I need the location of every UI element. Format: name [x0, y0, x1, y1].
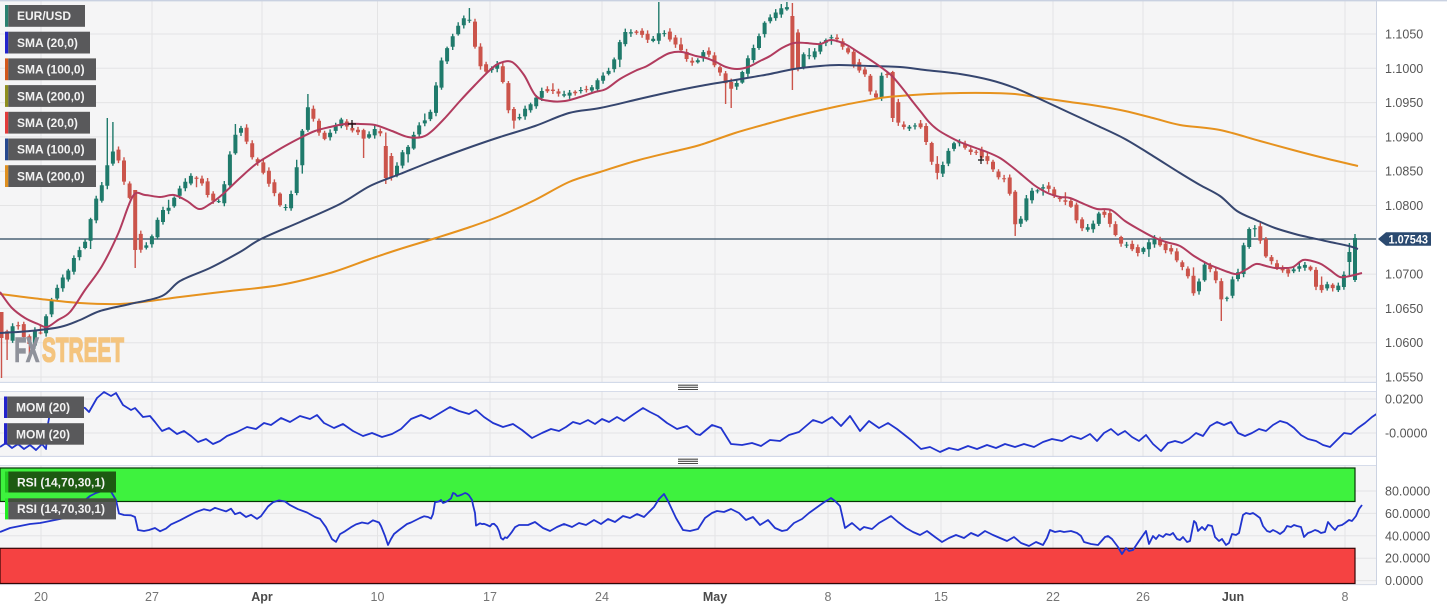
svg-text:8: 8 [825, 590, 832, 604]
svg-text:26: 26 [1136, 590, 1150, 604]
svg-text:STREET: STREET [42, 332, 124, 370]
svg-text:0.0000: 0.0000 [1385, 574, 1423, 588]
svg-text:SMA (20,0): SMA (20,0) [17, 116, 78, 130]
svg-text:RSI (14,70,30,1): RSI (14,70,30,1) [17, 475, 105, 489]
svg-text:MOM (20): MOM (20) [16, 401, 70, 415]
svg-text:40.0000: 40.0000 [1385, 529, 1430, 543]
svg-text:22: 22 [1046, 590, 1060, 604]
svg-text:SMA (20,0): SMA (20,0) [17, 36, 78, 50]
svg-text:80.0000: 80.0000 [1385, 485, 1430, 499]
svg-text:0.0200: 0.0200 [1385, 393, 1423, 407]
svg-text:1.0600: 1.0600 [1385, 336, 1423, 350]
svg-text:1.0850: 1.0850 [1385, 165, 1423, 179]
svg-text:SMA (100,0): SMA (100,0) [17, 63, 85, 77]
svg-text:May: May [703, 590, 727, 604]
svg-text:1.1000: 1.1000 [1385, 62, 1423, 76]
svg-text:1.0550: 1.0550 [1385, 371, 1423, 385]
svg-text:1.0800: 1.0800 [1385, 199, 1423, 213]
svg-text:MOM (20): MOM (20) [16, 427, 70, 441]
svg-text:Jun: Jun [1222, 590, 1244, 604]
svg-text:1.0650: 1.0650 [1385, 302, 1423, 316]
svg-text:1.07543: 1.07543 [1389, 232, 1429, 246]
svg-text:20: 20 [34, 590, 48, 604]
svg-text:SMA (100,0): SMA (100,0) [17, 143, 85, 157]
svg-text:1.0900: 1.0900 [1385, 130, 1423, 144]
svg-text:SMA (200,0): SMA (200,0) [17, 89, 85, 103]
svg-text:24: 24 [595, 590, 609, 604]
svg-text:SMA (200,0): SMA (200,0) [17, 169, 85, 183]
svg-text:8: 8 [1342, 590, 1349, 604]
svg-text:EUR/USD: EUR/USD [17, 9, 71, 23]
svg-text:1.0950: 1.0950 [1385, 96, 1423, 110]
svg-text:RSI (14,70,30,1): RSI (14,70,30,1) [17, 502, 105, 516]
svg-text:10: 10 [371, 590, 385, 604]
svg-text:-0.0000: -0.0000 [1385, 427, 1427, 441]
svg-text:27: 27 [145, 590, 159, 604]
svg-text:17: 17 [483, 590, 497, 604]
svg-text:FX: FX [15, 332, 40, 370]
svg-text:1.1050: 1.1050 [1385, 28, 1423, 42]
svg-text:60.0000: 60.0000 [1385, 507, 1430, 521]
svg-text:15: 15 [934, 590, 948, 604]
svg-text:Apr: Apr [251, 590, 273, 604]
svg-text:1.0700: 1.0700 [1385, 268, 1423, 282]
svg-text:20.0000: 20.0000 [1385, 552, 1430, 566]
